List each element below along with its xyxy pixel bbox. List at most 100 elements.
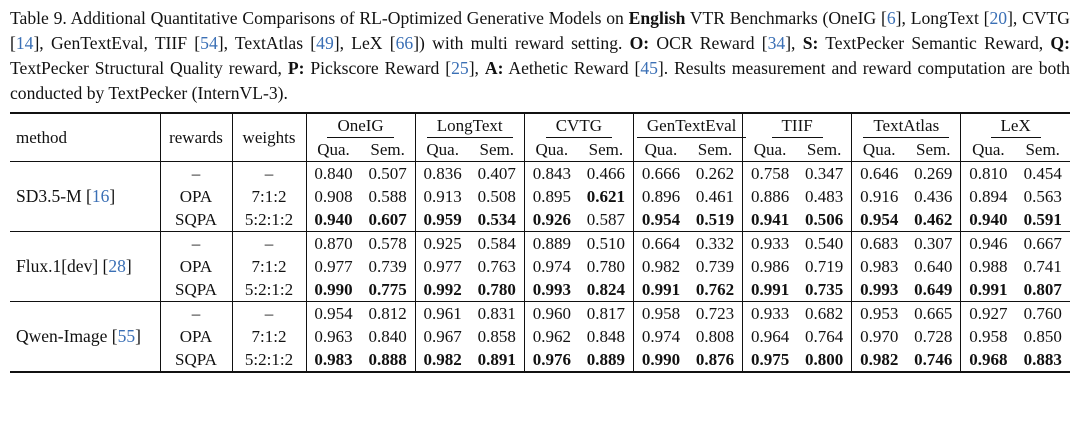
score-sem-cell: 0.780 xyxy=(469,278,525,302)
method-name: Flux.1[dev] [ xyxy=(16,256,109,276)
caption-text: Aethetic Reward [ xyxy=(503,58,641,78)
score-qua-cell: 0.986 xyxy=(742,255,798,278)
table-row: OPA 7:1:2 0.963 0.840 0.967 0.858 0.962 0.848 0.… xyxy=(10,325,1070,348)
rewards-cell: OPA xyxy=(159,325,232,348)
score-qua-cell: 0.975 xyxy=(742,348,798,373)
score-qua-cell: 0.974 xyxy=(632,325,688,348)
rewards-cell: – xyxy=(159,301,232,325)
benchmark-name: OneIG xyxy=(327,115,394,138)
score-qua-cell: 0.953 xyxy=(851,301,907,325)
caption-key: S: xyxy=(802,33,819,53)
score-sem-cell: 0.307 xyxy=(914,234,953,253)
score-sem-cell: 0.764 xyxy=(805,327,844,346)
citation-link[interactable]: 28 xyxy=(108,256,126,276)
score-sem-cell: 0.640 xyxy=(914,257,953,276)
weights-cell: 5:2:1:2 xyxy=(231,208,306,232)
score-sem-cell: 0.262 xyxy=(695,164,735,183)
citation-link[interactable]: 16 xyxy=(91,186,110,206)
score-qua-cell: 0.988 xyxy=(960,255,1016,278)
subcolumn-header-qua: Qua. xyxy=(960,138,1016,162)
score-sem-cell: 0.667 xyxy=(1023,234,1062,253)
benchmark-name: TextAtlas xyxy=(863,115,950,138)
score-qua-cell: 0.968 xyxy=(960,348,1016,373)
score-qua-cell: 0.836 xyxy=(414,161,470,185)
score-qua-cell: 0.758 xyxy=(742,161,798,185)
citation-link[interactable]: 66 xyxy=(395,33,414,53)
caption-text: ], CVTG [ xyxy=(10,8,1070,53)
score-qua-cell: 0.967 xyxy=(414,325,470,348)
method-name-cell: Flux.1[dev] [28] xyxy=(10,231,160,302)
score-qua-cell: 0.840 xyxy=(305,161,361,185)
citation-link[interactable]: 14 xyxy=(15,33,34,53)
score-sem-cell: 0.739 xyxy=(368,257,407,276)
score-qua-cell: 0.977 xyxy=(305,255,361,278)
subcolumn-header-sem: Sem. xyxy=(578,138,634,162)
score-qua-cell: 0.925 xyxy=(414,231,470,255)
citation-link[interactable]: 20 xyxy=(989,8,1008,28)
score-sem-cell: 0.780 xyxy=(586,257,625,276)
column-header-benchmark: OneIG xyxy=(305,112,416,138)
score-qua-cell: 0.961 xyxy=(414,301,470,325)
score-qua-cell: 0.940 xyxy=(960,208,1016,232)
score-sem-cell: 0.621 xyxy=(586,187,625,206)
caption-text: ]. Results measurement and reward comput… xyxy=(10,58,1070,103)
score-sem-cell: 0.466 xyxy=(586,164,625,183)
weights-cell: 7:1:2 xyxy=(231,325,306,348)
subcolumn-header-sem: Sem. xyxy=(687,138,743,162)
citation-link[interactable]: 49 xyxy=(316,33,334,53)
table-row: SQPA 5:2:1:2 0.940 0.607 0.959 0.534 0.926 0.58… xyxy=(10,208,1070,232)
caption-text: ], xyxy=(785,33,803,53)
citation-link[interactable]: 34 xyxy=(767,33,786,53)
score-qua-cell: 0.913 xyxy=(414,185,470,208)
table-row: Flux.1[dev] [28] – –0.870 0.578 0.925 0.584 0.… xyxy=(10,231,1070,302)
score-sem-cell: 0.462 xyxy=(906,208,961,232)
score-qua-cell: 0.982 xyxy=(414,348,470,373)
score-sem-cell: 0.454 xyxy=(1023,164,1062,183)
score-sem-cell: 0.812 xyxy=(368,304,407,323)
caption-key: A: xyxy=(484,58,504,78)
citation-link[interactable]: 45 xyxy=(640,58,658,78)
subcolumn-header-sem: Sem. xyxy=(469,138,525,162)
score-sem-cell: 0.735 xyxy=(797,278,852,302)
score-qua-cell: 0.666 xyxy=(632,161,688,185)
score-qua-cell: 0.954 xyxy=(632,208,688,232)
header-row-benchmarks: method rewards weights OneIG LongText CVTG Gen… xyxy=(10,112,1070,162)
score-sem-cell: 0.407 xyxy=(477,164,516,183)
score-qua-cell: 0.954 xyxy=(851,208,907,232)
score-sem-cell: 0.891 xyxy=(469,348,525,373)
citation-link[interactable]: 55 xyxy=(117,326,136,346)
score-sem-cell: 0.840 xyxy=(368,327,407,346)
rewards-cell: SQPA xyxy=(159,208,232,232)
method-name-cell: SD3.5-M [16] xyxy=(10,161,160,232)
score-sem-cell: 0.483 xyxy=(805,187,844,206)
score-sem-cell: 0.858 xyxy=(477,327,516,346)
score-qua-cell: 0.990 xyxy=(305,278,361,302)
score-qua-cell: 0.983 xyxy=(851,255,907,278)
citation-link[interactable]: 6 xyxy=(886,8,896,28)
score-qua-cell: 0.843 xyxy=(523,161,579,185)
score-qua-cell: 0.933 xyxy=(742,301,798,325)
score-qua-cell: 0.940 xyxy=(305,208,361,232)
score-sem-cell: 0.817 xyxy=(586,304,625,323)
score-qua-cell: 0.982 xyxy=(632,255,688,278)
score-sem-cell: 0.888 xyxy=(360,348,416,373)
score-sem-cell: 0.665 xyxy=(914,304,953,323)
table-caption: Table 9. Additional Quantitative Compari… xyxy=(10,6,1070,106)
score-qua-cell: 0.894 xyxy=(960,185,1016,208)
score-qua-cell: 0.982 xyxy=(851,348,907,373)
citation-link[interactable]: 54 xyxy=(200,33,218,53)
caption-text: ], GenTextEval, TIIF [ xyxy=(33,33,201,53)
score-sem-cell: 0.534 xyxy=(469,208,525,232)
citation-link[interactable]: 25 xyxy=(451,58,469,78)
score-sem-cell: 0.850 xyxy=(1023,327,1062,346)
score-sem-cell: 0.876 xyxy=(687,348,743,373)
caption-key: Q: xyxy=(1050,33,1070,53)
score-qua-cell: 0.970 xyxy=(851,325,907,348)
rewards-cell: – xyxy=(159,161,232,185)
subcolumn-header-sem: Sem. xyxy=(906,138,961,162)
caption-text: Table 9. Additional Quantitative Compari… xyxy=(10,8,629,28)
score-sem-cell: 0.347 xyxy=(805,164,844,183)
score-qua-cell: 0.960 xyxy=(523,301,579,325)
method-name: Qwen-Image [ xyxy=(16,326,118,346)
score-qua-cell: 0.664 xyxy=(632,231,688,255)
